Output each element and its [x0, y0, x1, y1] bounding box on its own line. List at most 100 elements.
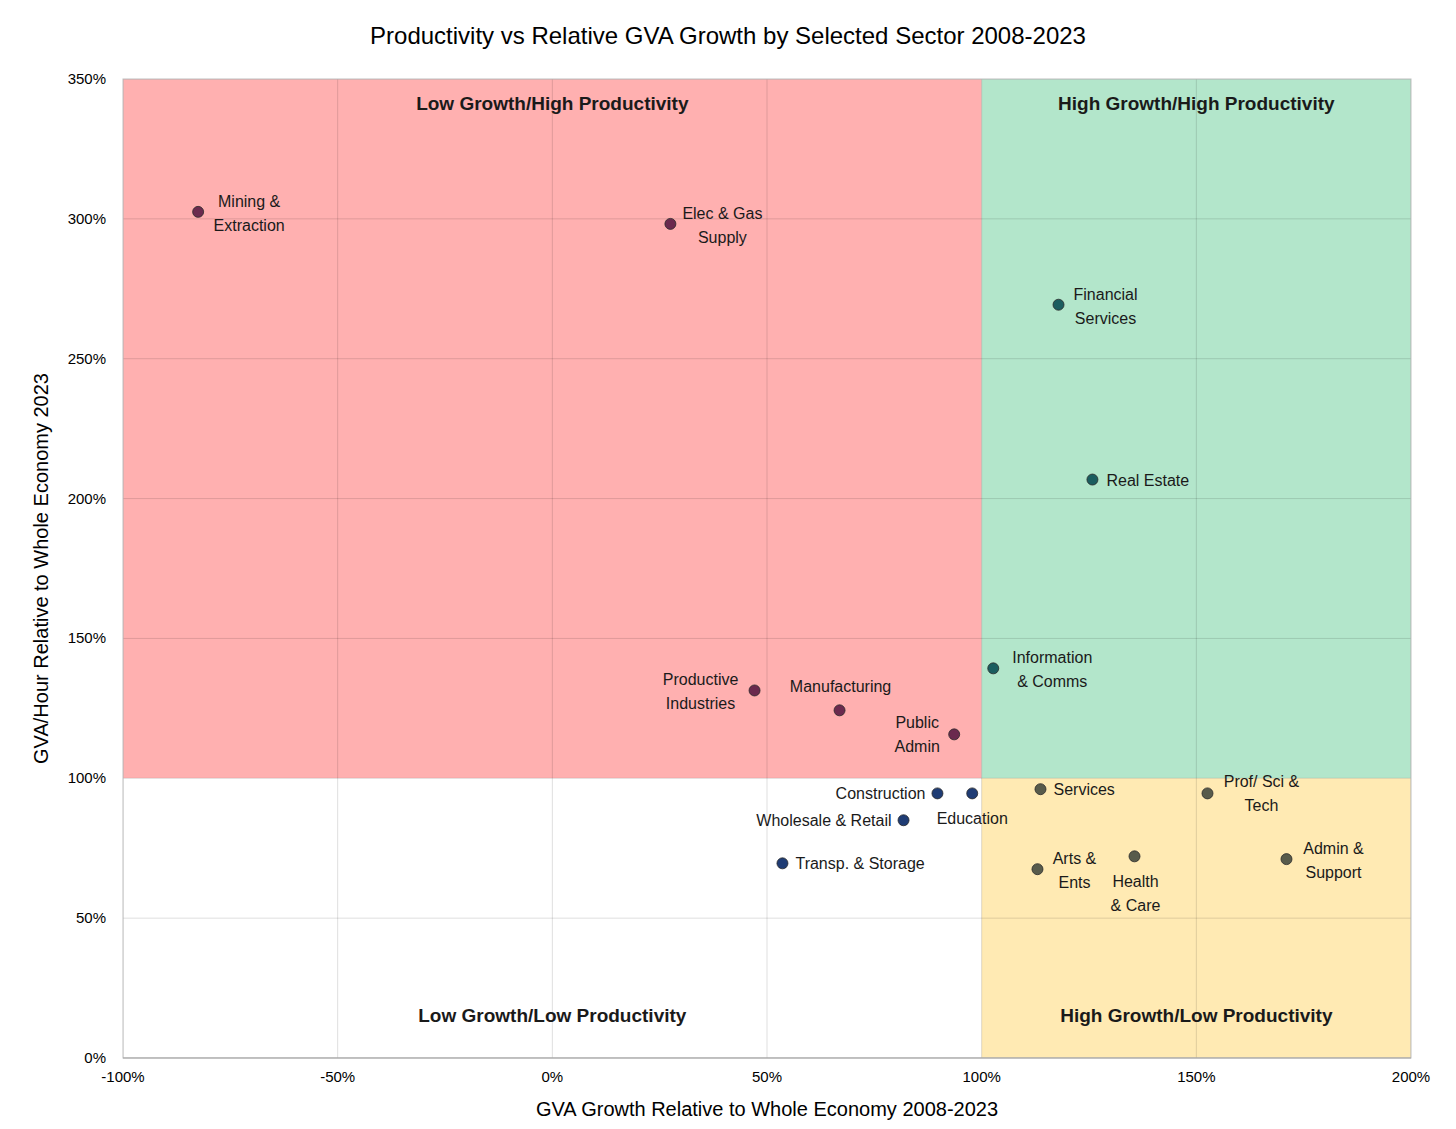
point-label-line: Admin & [1303, 840, 1364, 857]
x-grid-line [981, 79, 982, 1058]
y-grid-line [123, 918, 1411, 919]
point-label-line: Ents [1058, 874, 1090, 891]
point-label-line: & Comms [1017, 673, 1087, 690]
point-label: Mining & Extraction [214, 193, 285, 234]
point-label-line: Public [895, 714, 939, 731]
quadrant-label: Low Growth/Low Productivity [418, 1005, 687, 1026]
point-label-line: Financial [1074, 286, 1138, 303]
x-tick-label: 0% [541, 1068, 563, 1085]
y-grid-line [123, 638, 1411, 639]
quadrant-label: Low Growth/High Productivity [416, 93, 689, 114]
point-label-line: Services [1075, 310, 1136, 327]
y-tick-label: 0% [84, 1049, 106, 1066]
plot-frame [123, 79, 1411, 1058]
scatter-point [1032, 864, 1043, 875]
y-grid-line [123, 498, 1411, 499]
scatter-point [1087, 474, 1098, 485]
point-label-line: Transp. & Storage [795, 855, 924, 872]
point-label: Real Estate [1106, 472, 1189, 489]
point-label: Transp. & Storage [795, 855, 924, 872]
point-label-line: Construction [836, 785, 926, 802]
point-label-line: Admin [895, 738, 940, 755]
scatter-point [665, 218, 676, 229]
y-tick-label: 150% [68, 629, 106, 646]
y-grid-line [123, 778, 1411, 779]
scatter-point [834, 705, 845, 716]
x-tick-label: 100% [962, 1068, 1000, 1085]
y-tick-label: 50% [76, 909, 106, 926]
scatter-point [898, 815, 909, 826]
point-label-line: Productive [663, 671, 739, 688]
point-label: Construction [836, 785, 926, 802]
scatter-point [932, 788, 943, 799]
plot-area [123, 79, 1411, 1058]
plot-background [123, 79, 1411, 1058]
y-tick-label: 100% [68, 769, 106, 786]
x-grid-line [337, 79, 338, 1058]
scatter-point [1053, 299, 1064, 310]
chart-title: Productivity vs Relative GVA Growth by S… [370, 22, 1086, 49]
scatter-point [967, 788, 978, 799]
point-label-line: Health [1112, 873, 1158, 890]
y-axis-title: GVA/Hour Relative to Whole Economy 2023 [30, 373, 52, 764]
scatter-point [949, 729, 960, 740]
point-label: Health & Care [1111, 873, 1161, 914]
point-label: Information & Comms [1012, 649, 1092, 690]
point-label-line: Real Estate [1106, 472, 1189, 489]
point-label-line: Elec & Gas [682, 205, 762, 222]
point-label: Financial Services [1074, 286, 1138, 327]
x-tick-label: 50% [752, 1068, 782, 1085]
scatter-point [1035, 784, 1046, 795]
x-axis-line [123, 1057, 1411, 1058]
point-label: Prof/ Sci & Tech [1224, 773, 1300, 814]
point-label-line: Mining & [218, 193, 281, 210]
point-label-line: Information [1012, 649, 1092, 666]
y-grid-line [123, 1058, 1411, 1059]
point-label: Productive Industries [663, 671, 739, 712]
y-grid-line [123, 218, 1411, 219]
point-label-line: Tech [1245, 797, 1279, 814]
point-label: Services [1053, 781, 1114, 798]
point-label: Admin & Support [1303, 840, 1364, 881]
point-label-line: Manufacturing [790, 678, 891, 695]
scatter-point [749, 685, 760, 696]
point-label: Arts & Ents [1053, 850, 1097, 891]
point-label-line: Services [1053, 781, 1114, 798]
point-label-line: Industries [666, 695, 735, 712]
x-tick-label: -100% [101, 1068, 144, 1085]
scatter-point [1281, 854, 1292, 865]
y-tick-label: 300% [68, 210, 106, 227]
x-tick-label: 200% [1392, 1068, 1430, 1085]
y-tick-label: 250% [68, 350, 106, 367]
point-label-line: Supply [698, 229, 747, 246]
point-label: Manufacturing [790, 678, 891, 695]
x-axis-title: GVA Growth Relative to Whole Economy 200… [536, 1098, 998, 1120]
chart-svg: Productivity vs Relative GVA Growth by S… [0, 0, 1456, 1129]
x-grid-line [1196, 79, 1197, 1058]
scatter-point [1129, 851, 1140, 862]
point-label: Wholesale & Retail [756, 812, 891, 829]
y-tick-label: 350% [68, 70, 106, 87]
quadrant-label: High Growth/Low Productivity [1060, 1005, 1333, 1026]
x-tick-label: -50% [320, 1068, 355, 1085]
point-label: Education [937, 810, 1008, 827]
y-tick-label: 200% [68, 490, 106, 507]
point-label-line: Prof/ Sci & [1224, 773, 1300, 790]
quadrant-label: High Growth/High Productivity [1058, 93, 1335, 114]
point-label-line: Extraction [214, 217, 285, 234]
scatter-point [777, 858, 788, 869]
x-grid-line [552, 79, 553, 1058]
x-grid-line [767, 79, 768, 1058]
point-label-line: Support [1305, 864, 1362, 881]
y-grid-line [123, 358, 1411, 359]
point-label-line: Arts & [1053, 850, 1097, 867]
x-tick-label: 150% [1177, 1068, 1215, 1085]
point-label: Elec & Gas Supply [682, 205, 762, 246]
scatter-point [193, 206, 204, 217]
point-label-line: & Care [1111, 897, 1161, 914]
scatter-point [988, 663, 999, 674]
scatter-point [1202, 788, 1213, 799]
point-label-line: Education [937, 810, 1008, 827]
point-label: Public Admin [895, 714, 940, 755]
point-label-line: Wholesale & Retail [756, 812, 891, 829]
